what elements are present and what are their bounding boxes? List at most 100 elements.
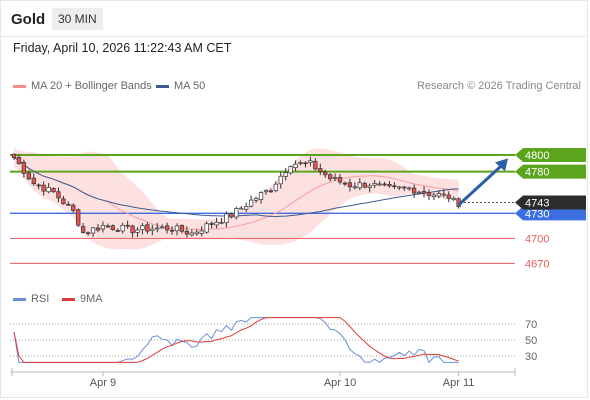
legend-swatch-ma20 — [13, 84, 26, 88]
candle — [407, 186, 412, 191]
candle — [392, 182, 397, 190]
candle-body — [239, 207, 244, 210]
candle-body — [16, 157, 22, 164]
candle — [332, 173, 338, 182]
candle — [258, 191, 264, 204]
candle — [31, 173, 36, 186]
candle-body — [441, 193, 446, 196]
candle-body — [194, 231, 199, 235]
candle-body — [421, 190, 427, 194]
candle-body — [357, 182, 362, 189]
candle-body — [174, 225, 180, 232]
candle — [135, 227, 140, 238]
candle-body — [85, 232, 91, 235]
candle — [397, 186, 402, 191]
candle — [288, 165, 293, 175]
candle-body — [41, 184, 46, 192]
legend-rsi-ma-label: 9MA — [80, 293, 103, 305]
candle-body — [56, 191, 61, 199]
rsi-ma-line — [13, 317, 459, 363]
candle — [416, 190, 422, 194]
candle — [308, 156, 313, 167]
candle-body — [140, 225, 145, 230]
candle-body — [382, 183, 387, 186]
candle — [51, 187, 56, 193]
candle — [71, 203, 76, 213]
candle — [155, 222, 160, 233]
candle — [298, 160, 303, 166]
candle-body — [362, 183, 367, 188]
candle — [357, 178, 362, 191]
candle — [90, 227, 96, 238]
candle-body — [90, 227, 96, 234]
candle-body — [337, 177, 343, 183]
candle — [100, 221, 106, 233]
candle-body — [402, 186, 407, 189]
candle-body — [416, 191, 422, 194]
candle — [446, 191, 451, 203]
timeframe-badge[interactable]: 30 MIN — [52, 8, 103, 30]
candle-body — [397, 186, 402, 189]
candle-body — [31, 177, 36, 185]
level-label-4670: 4670 — [525, 258, 549, 270]
candle-body — [288, 166, 293, 174]
candle-body — [268, 190, 274, 193]
candle — [224, 211, 229, 228]
legend-bollinger-label: MA 20 + Bollinger Bands — [31, 80, 152, 92]
candle — [268, 188, 274, 193]
forecast-arrow-head — [495, 158, 508, 172]
candle-body — [407, 187, 412, 190]
candle — [263, 189, 269, 195]
legend-rsi-ma: 9MA — [62, 293, 103, 305]
candle — [293, 160, 298, 171]
candle — [387, 181, 392, 188]
forecast-arrow — [457, 162, 506, 207]
legend-rsi: RSI — [13, 293, 49, 305]
candle-body — [318, 168, 323, 173]
chart-source: Research © 2026 Trading Central — [416, 80, 581, 92]
candle-body — [26, 172, 31, 180]
candle — [26, 170, 31, 181]
candle-body — [273, 183, 278, 191]
candle — [169, 226, 175, 235]
candle — [278, 171, 283, 189]
candle — [451, 196, 456, 201]
candle — [352, 182, 358, 190]
candle — [362, 181, 367, 189]
legend-ma50: MA 50 — [156, 80, 205, 92]
candle — [337, 174, 343, 185]
candle-body — [169, 229, 175, 232]
candle — [253, 196, 259, 203]
candle — [115, 228, 120, 233]
candle-body — [372, 183, 377, 186]
candle-body — [95, 227, 101, 231]
candle-body — [184, 230, 190, 235]
candle-body — [248, 199, 254, 207]
candle-body — [51, 188, 56, 193]
candle — [130, 224, 135, 238]
candle-body — [214, 222, 219, 226]
candle-body — [46, 187, 51, 193]
candle — [56, 187, 61, 203]
candle — [199, 226, 204, 237]
candle-body — [145, 224, 150, 232]
candle-body — [392, 185, 397, 188]
candle — [209, 221, 214, 229]
candle-body — [229, 213, 234, 218]
rsi-level-label: 30 — [525, 351, 537, 363]
candle-body — [234, 208, 239, 218]
candle — [85, 231, 91, 236]
candle — [402, 186, 407, 191]
candle — [436, 190, 441, 199]
candle — [66, 201, 71, 206]
chart-datetime: Friday, April 10, 2026 11:22:43 AM CET — [13, 41, 232, 55]
candle-body — [100, 225, 106, 230]
candle-body — [135, 229, 140, 233]
candle — [283, 167, 288, 181]
candle-body — [278, 175, 283, 185]
candle — [323, 169, 328, 178]
candle — [140, 223, 145, 235]
current-price-label: 4743 — [525, 198, 549, 210]
candle — [204, 221, 209, 234]
